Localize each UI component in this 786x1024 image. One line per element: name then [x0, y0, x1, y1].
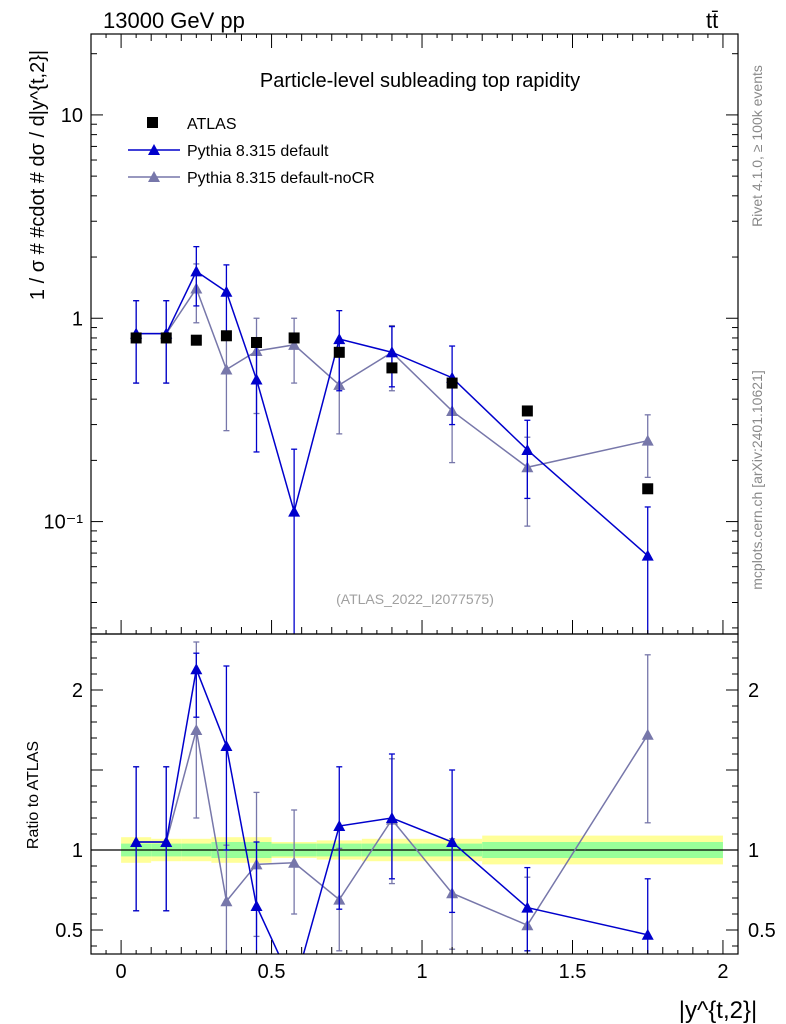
legend-marker-nocr — [148, 171, 160, 182]
ratio-nocr-point — [641, 728, 654, 740]
default-point — [385, 346, 398, 358]
ratio-y-tick-label-right: 0.5 — [748, 920, 776, 942]
ratio-y-tick-label: 1 — [72, 840, 83, 862]
ratio-default-point — [385, 812, 398, 823]
default-point — [220, 285, 233, 297]
default-line — [136, 270, 649, 557]
ratio-default-point — [333, 820, 346, 831]
legend-marker-default — [148, 144, 160, 155]
energy-label: 13000 GeV pp — [103, 8, 245, 33]
atlas-data-point — [642, 483, 654, 495]
default-point — [190, 265, 203, 277]
atlas-data-point — [251, 336, 263, 348]
x-tick-label: 2 — [717, 961, 728, 983]
ratio-y-tick-label: 2 — [72, 680, 83, 702]
legend-marker-atlas — [147, 117, 158, 128]
ratio-default-line — [136, 666, 648, 954]
ratio-y-tick-label-right: 2 — [748, 680, 759, 702]
atlas-data-point — [446, 377, 458, 389]
y-axis-label: 1 / σ # #cdot # dσ / d|y^{t,2}| — [27, 50, 49, 300]
default-point — [288, 505, 301, 517]
ratio-panel-frame — [90, 633, 739, 955]
ratio-default-point — [160, 836, 173, 847]
ratio-nocr-point — [190, 724, 203, 735]
default-point — [521, 443, 534, 455]
x-tick-label: 0.5 — [258, 961, 286, 983]
plot-title: Particle-level subleading top rapidity — [260, 70, 580, 92]
legend-label-default: Pythia 8.315 default — [187, 143, 329, 160]
nocr-point — [220, 363, 233, 375]
ratio-default-point — [190, 663, 203, 675]
ratio-nocr-point — [220, 895, 233, 907]
y-tick-label: 10 — [61, 105, 83, 127]
default-point — [641, 549, 654, 561]
ratio-y-tick-label-right: 1 — [748, 840, 759, 862]
x-axis-label: |y^{t,2}| — [679, 997, 757, 1024]
atlas-data-point — [160, 332, 172, 344]
atlas-data-point — [333, 346, 345, 358]
y-tick-label: 10⁻¹ — [44, 512, 84, 534]
atlas-data-point — [130, 332, 142, 344]
default-point — [333, 333, 346, 345]
legend-label-atlas: ATLAS — [187, 116, 237, 133]
process-label: tt̄ — [706, 8, 718, 33]
x-tick-label: 0 — [116, 961, 127, 983]
ratio-default-point — [130, 836, 143, 847]
legend: ATLAS Pythia 8.315 default Pythia 8.315 … — [128, 116, 375, 187]
ratio-nocr-point — [288, 856, 301, 868]
ratio-default-point — [521, 901, 534, 913]
legend-label-nocr: Pythia 8.315 default-noCR — [187, 170, 375, 187]
atlas-data-point — [220, 330, 232, 342]
atlas-data-point — [386, 362, 398, 374]
rivet-version-note: Rivet 4.1.0, ≥ 100k events — [749, 65, 765, 227]
ratio-default-point — [250, 900, 263, 911]
nocr-point — [641, 434, 654, 446]
x-tick-label: 1.5 — [559, 961, 587, 983]
ratio-default-point — [220, 740, 233, 751]
ratio-y-axis-label: Ratio to ATLAS — [25, 741, 42, 849]
y-tick-label: 1 — [72, 308, 83, 330]
ratio-y-tick-label: 0.5 — [55, 920, 83, 942]
atlas-data-point — [190, 334, 202, 346]
ratio-default-point — [446, 836, 459, 847]
atlas-data-point — [288, 332, 300, 344]
atlas-data-point — [521, 405, 533, 417]
x-tick-label: 1 — [416, 961, 427, 983]
default-point — [250, 373, 263, 385]
ratio-default-point — [641, 928, 654, 940]
nocr-point — [288, 338, 301, 350]
analysis-watermark: (ATLAS_2022_I2077575) — [336, 591, 494, 607]
ratio-default-point — [288, 982, 300, 993]
mcplots-reference: mcplots.cern.ch [arXiv:2401.10621] — [749, 370, 765, 589]
